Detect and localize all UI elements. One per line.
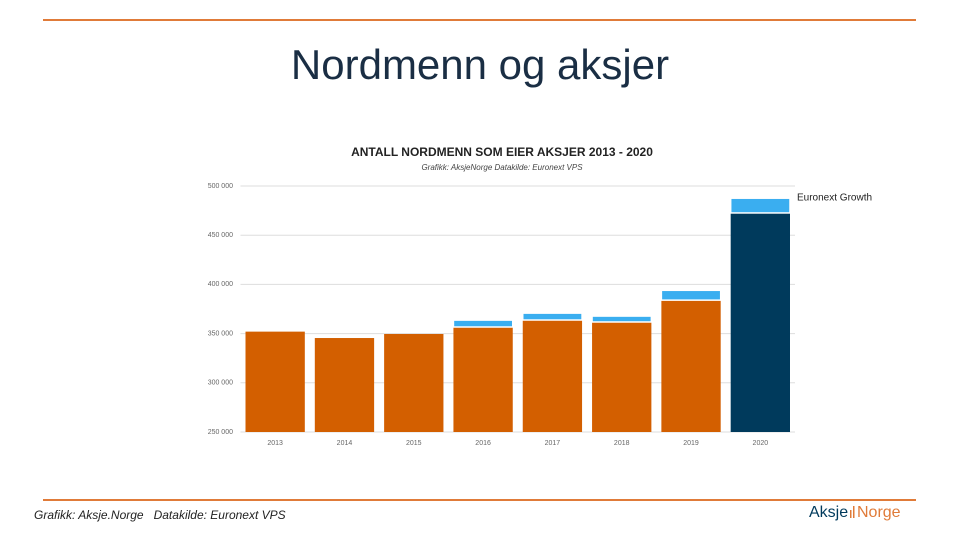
logo-bar <box>853 506 855 518</box>
bar <box>245 331 305 432</box>
legend-label: Euronext Growth <box>797 193 872 204</box>
y-tick-label: 400 000 <box>208 281 233 288</box>
x-tick-label: 2015 <box>406 440 422 447</box>
x-tick-label: 2020 <box>753 440 769 447</box>
y-tick-label: 350 000 <box>208 330 233 337</box>
bar <box>314 338 375 432</box>
bar <box>452 319 514 328</box>
bar <box>592 321 652 432</box>
bar <box>660 289 722 301</box>
y-tick-label: 300 000 <box>208 380 233 387</box>
bar <box>730 212 790 432</box>
bar <box>729 197 791 214</box>
bar <box>591 315 653 323</box>
bar <box>384 333 444 432</box>
bar <box>522 320 583 432</box>
chart-title: ANTALL NORDMENN SOM EIER AKSJER 2013 - 2… <box>351 145 653 159</box>
x-tick-label: 2018 <box>614 440 630 447</box>
bar <box>522 312 583 321</box>
bar <box>661 300 721 432</box>
logo-right: Norge <box>857 504 901 521</box>
x-tick-label: 2017 <box>545 440 561 447</box>
logo-bar <box>850 510 852 518</box>
bar <box>453 327 513 432</box>
chart: 250 000 300 000 350 000 400 000 450 000 500 0… <box>208 183 872 447</box>
y-tick-label: 500 000 <box>208 183 233 190</box>
y-tick-label: 250 000 <box>208 429 233 436</box>
x-tick-label: 2014 <box>337 440 353 447</box>
slide-title: Nordmenn og aksjer <box>291 41 669 88</box>
x-tick-label: 2019 <box>683 440 699 447</box>
x-tick-label: 2013 <box>267 440 283 447</box>
logo-left: Aksje <box>809 504 848 521</box>
x-tick-label: 2016 <box>475 440 491 447</box>
footer: Grafikk: Aksje.Norge Datakilde: Euronext… <box>34 508 286 522</box>
y-tick-label: 450 000 <box>208 232 233 239</box>
chart-subtitle: Grafikk: AksjeNorge Datakilde: Euronext … <box>421 163 583 172</box>
